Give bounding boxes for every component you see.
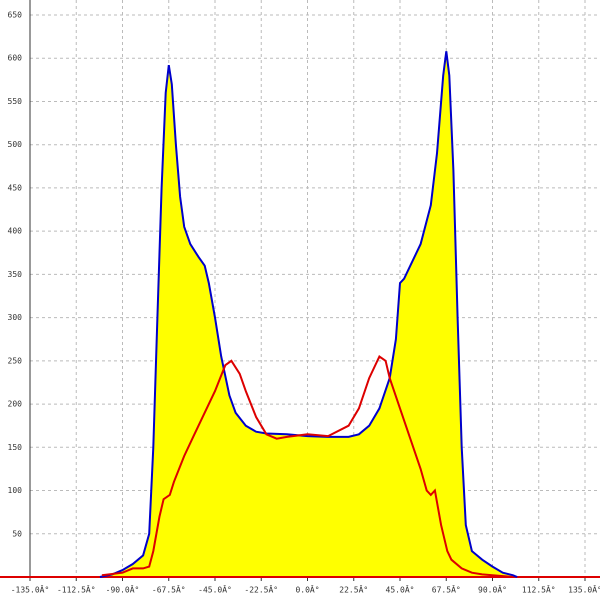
y-tick-label: 200 bbox=[8, 400, 23, 409]
y-tick-label: 350 bbox=[8, 270, 23, 279]
y-tick-label: 150 bbox=[8, 443, 23, 452]
y-tick-label: 100 bbox=[8, 486, 23, 495]
x-tick-label: 45.0Â° bbox=[386, 584, 415, 595]
x-tick-label: 22.5Â° bbox=[339, 584, 368, 595]
y-tick-label: 450 bbox=[8, 183, 23, 192]
x-tick-label: 135.0Â° bbox=[568, 584, 600, 595]
x-tick-label: -112.5Â° bbox=[57, 584, 96, 595]
y-tick-label: 400 bbox=[8, 227, 23, 236]
line bbox=[101, 355, 514, 578]
x-tick-label: -22.5Â° bbox=[244, 584, 278, 595]
y-tick-label: 650 bbox=[8, 11, 23, 20]
x-tick-label: -90.0Â° bbox=[106, 584, 140, 595]
y-tick-label: 550 bbox=[8, 97, 23, 106]
area bbox=[99, 51, 518, 578]
x-tick-label: -135.0Â° bbox=[11, 584, 50, 595]
y-tick-label: 50 bbox=[12, 529, 22, 538]
y-tick-label: 250 bbox=[8, 356, 23, 365]
x-tick-label: -45.0Â° bbox=[198, 584, 232, 595]
y-tick-label: 600 bbox=[8, 54, 23, 63]
x-tick-label: 90.0Â° bbox=[478, 584, 507, 595]
x-tick-label: -67.5Â° bbox=[152, 584, 186, 595]
x-tick-label: 112.5Â° bbox=[522, 584, 556, 595]
x-tick-label: 67.5Â° bbox=[432, 584, 461, 595]
y-tick-label: 300 bbox=[8, 313, 23, 322]
y-tick-label: 500 bbox=[8, 140, 23, 149]
x-tick-label: 0.0Â° bbox=[295, 584, 319, 595]
